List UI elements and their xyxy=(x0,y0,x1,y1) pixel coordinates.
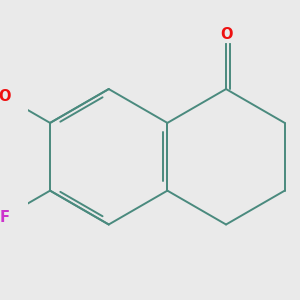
Text: O: O xyxy=(0,89,11,104)
Text: F: F xyxy=(0,210,9,225)
Text: O: O xyxy=(220,27,232,42)
